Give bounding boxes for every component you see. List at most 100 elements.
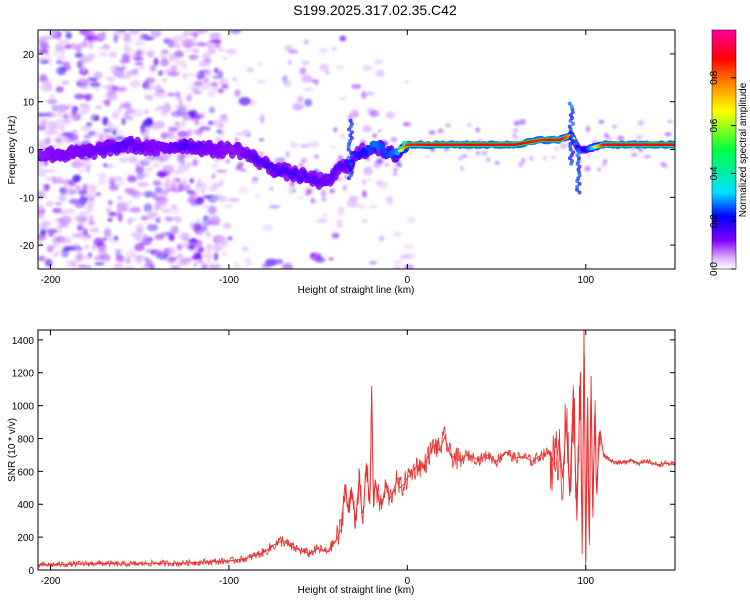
noise-blob <box>157 105 164 111</box>
noise-blob <box>69 43 77 50</box>
noise-blob <box>84 244 90 250</box>
noise-blob <box>175 60 187 66</box>
noise-blob <box>322 212 328 218</box>
noise-blob <box>113 235 119 241</box>
noise-blob <box>193 33 198 38</box>
noise-blob <box>193 225 200 234</box>
noise-blob <box>188 191 197 200</box>
noise-blob <box>207 48 216 55</box>
noise-blob <box>190 37 197 42</box>
noise-blob <box>181 64 188 70</box>
noise-blob <box>188 198 195 202</box>
noise-blob <box>168 234 175 242</box>
noise-blob <box>79 67 89 76</box>
noise-blob <box>48 233 54 237</box>
noise-blob <box>140 129 149 137</box>
noise-blob <box>207 120 215 126</box>
ridge-spread <box>350 159 354 163</box>
noise-blob <box>135 166 145 175</box>
noise-blob <box>171 207 180 214</box>
noise-blob <box>74 52 84 59</box>
noise-blob <box>207 186 218 192</box>
noise-blob <box>142 119 154 128</box>
noise-blob <box>133 42 146 46</box>
noise-blob <box>257 61 262 66</box>
noise-blob <box>114 211 123 218</box>
noise-blob <box>137 181 149 188</box>
ridge-spread <box>348 138 353 143</box>
noise-blob <box>367 178 372 182</box>
noise-blob <box>584 166 591 172</box>
noise-blob <box>229 30 242 34</box>
noise-blob <box>461 154 468 158</box>
noise-blob <box>206 40 212 48</box>
noise-blob <box>104 92 117 99</box>
noise-blob <box>88 252 92 258</box>
noise-blob <box>194 30 203 35</box>
noise-blob <box>234 89 241 97</box>
noise-blob <box>176 253 183 259</box>
noise-blob <box>167 258 177 263</box>
noise-blob <box>155 251 167 256</box>
noise-blob <box>129 30 140 36</box>
noise-blob <box>121 117 126 126</box>
noise-blob <box>227 236 233 241</box>
ridge-spread <box>577 181 582 186</box>
noise-blob <box>77 264 87 269</box>
noise-blob <box>340 133 346 140</box>
noise-blob <box>81 63 86 72</box>
noise-blob <box>288 186 295 196</box>
noise-blob <box>196 217 201 224</box>
noise-blob <box>119 156 128 163</box>
noise-blob <box>88 184 97 193</box>
noise-blob <box>207 90 216 98</box>
noise-blob <box>258 137 264 142</box>
ridge-spread <box>346 147 351 152</box>
noise-blob <box>460 166 464 171</box>
noise-blob <box>208 263 215 269</box>
noise-blob <box>38 118 43 123</box>
snr-x-axis-title: Height of straight line (km) <box>298 585 415 596</box>
noise-blob <box>393 260 405 264</box>
noise-blob <box>93 77 98 82</box>
ridge-core <box>117 146 122 154</box>
noise-blob <box>399 254 411 260</box>
colorbar-ticks: 0.0 0.2 0.4 0.6 0.8 <box>709 70 736 276</box>
noise-blob <box>299 144 309 148</box>
noise-blob <box>170 110 183 118</box>
noise-blob <box>172 66 177 70</box>
noise-blob <box>107 199 113 206</box>
noise-blob <box>52 236 60 245</box>
noise-blob <box>192 130 202 136</box>
noise-blob <box>475 127 480 133</box>
noise-blob <box>97 179 107 185</box>
noise-blob <box>201 251 214 259</box>
noise-blob <box>149 64 157 72</box>
spectrogram-noise-layer <box>38 30 673 269</box>
noise-blob <box>51 176 57 185</box>
noise-blob <box>84 34 97 42</box>
noise-blob <box>161 190 169 196</box>
noise-blob <box>46 98 58 105</box>
noise-blob <box>59 224 70 228</box>
noise-blob <box>638 147 643 153</box>
noise-blob <box>393 265 402 269</box>
noise-blob <box>60 124 65 132</box>
noise-blob <box>66 187 76 196</box>
noise-blob <box>301 157 307 163</box>
noise-blob <box>335 65 345 70</box>
ridge-spread <box>347 164 352 169</box>
noise-blob <box>199 119 204 125</box>
noise-blob <box>102 237 108 241</box>
noise-blob <box>152 180 162 186</box>
noise-blob <box>303 87 314 92</box>
ridge-core <box>54 148 60 155</box>
noise-blob <box>175 178 181 182</box>
snr-plot-area <box>38 330 675 570</box>
noise-blob <box>605 136 612 141</box>
noise-blob <box>303 39 309 45</box>
snr-series-line <box>38 330 675 566</box>
noise-blob <box>108 51 118 58</box>
noise-blob <box>44 136 52 145</box>
noise-blob <box>204 58 212 63</box>
